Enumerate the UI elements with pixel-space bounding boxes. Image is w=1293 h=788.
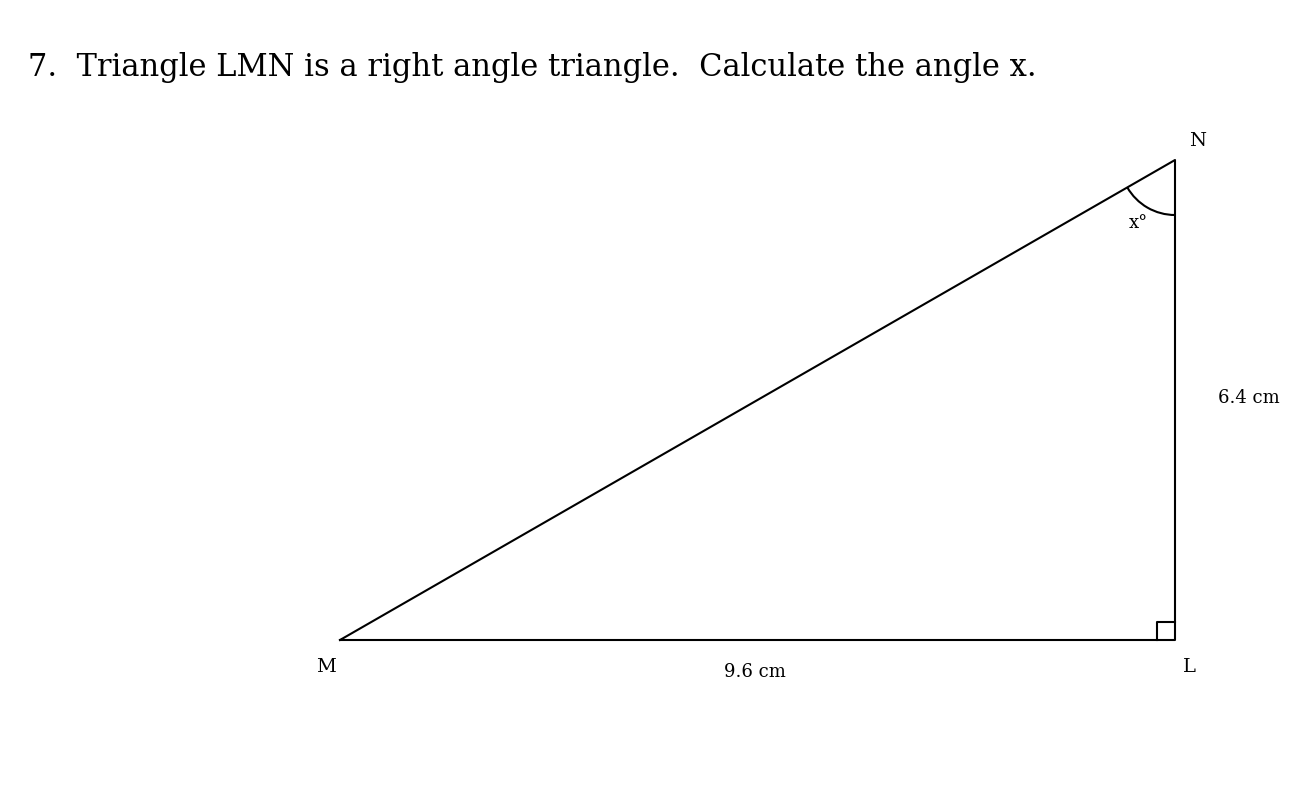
Text: x°: x° — [1129, 214, 1148, 232]
Text: N: N — [1190, 132, 1206, 150]
Text: 6.4 cm: 6.4 cm — [1218, 389, 1280, 407]
Text: L: L — [1183, 658, 1196, 676]
Text: 7.  Triangle LMN is a right angle triangle.  Calculate the angle x.: 7. Triangle LMN is a right angle triangl… — [28, 52, 1037, 83]
Text: 9.6 cm: 9.6 cm — [724, 663, 786, 681]
Text: M: M — [315, 658, 336, 676]
